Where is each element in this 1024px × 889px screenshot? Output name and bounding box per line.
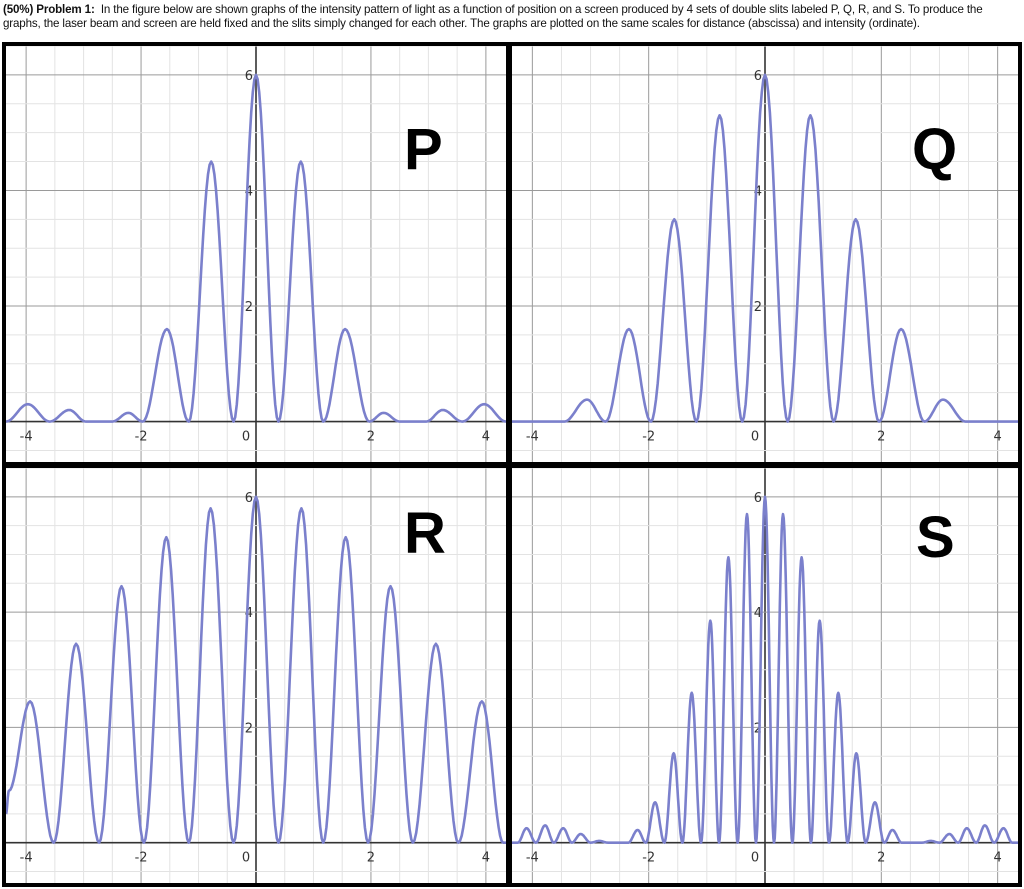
- x-tick-label: 2: [367, 851, 375, 866]
- intensity-plot-s: -4 -2 0 2 4 2 4 6: [512, 468, 1018, 883]
- graph-panel-q: -4 -2 0 2 4 2 4 6 Q: [508, 42, 1022, 466]
- problem-text: In the figure below are shown graphs of …: [3, 3, 983, 30]
- y-tick-label: 2: [245, 721, 253, 736]
- x-tick-label: 2: [367, 430, 375, 445]
- y-tick-label: 6: [245, 491, 253, 506]
- x-tick-label: -2: [642, 851, 655, 866]
- x-tick-label: 0: [751, 430, 759, 445]
- y-tick-label: 4: [754, 184, 762, 199]
- x-tick-label: 4: [482, 430, 490, 445]
- x-tick-label: -4: [20, 851, 33, 866]
- panel-label-p: P: [404, 117, 443, 182]
- x-tick-label: 0: [751, 851, 759, 866]
- y-tick-label: 6: [754, 69, 762, 84]
- y-tick-label: 6: [245, 69, 253, 84]
- intensity-plot-q: -4 -2 0 2 4 2 4 6: [512, 46, 1018, 462]
- y-tick-label: 4: [245, 606, 253, 621]
- x-tick-label: 4: [994, 851, 1002, 866]
- y-tick-label: 4: [245, 184, 253, 199]
- x-tick-label: -4: [526, 851, 539, 866]
- panel-label-r: R: [404, 501, 446, 566]
- graph-panel-r: -4 -2 0 2 4 2 4 6 R: [2, 464, 510, 887]
- x-tick-label: 2: [877, 851, 885, 866]
- graph-panel-s: -4 -2 0 2 4 2 4 6 S: [508, 464, 1022, 887]
- x-tick-label: 4: [994, 430, 1002, 445]
- x-tick-label: -4: [526, 430, 539, 445]
- x-tick-label: 0: [242, 430, 250, 445]
- x-tick-label: -2: [642, 430, 655, 445]
- x-tick-label: -4: [20, 430, 33, 445]
- intensity-plot-p: -4 -2 0 2 4 2 4 6: [6, 46, 506, 462]
- x-tick-label: -2: [135, 430, 148, 445]
- panel-label-s: S: [916, 505, 955, 570]
- x-tick-label: -2: [135, 851, 148, 866]
- intensity-plot-r: -4 -2 0 2 4 2 4 6: [6, 468, 506, 883]
- intensity-curve-r: [6, 495, 506, 844]
- intensity-curve-q: [512, 73, 1018, 423]
- x-tick-label: 4: [482, 851, 490, 866]
- x-tick-label: 2: [877, 430, 885, 445]
- y-tick-label: 2: [754, 721, 762, 736]
- y-tick-label: 2: [245, 300, 253, 315]
- y-tick-label: 2: [754, 300, 762, 315]
- graph-panel-p: -4 -2 0 2 4 2 4 6 P: [2, 42, 510, 466]
- y-tick-label: 4: [754, 606, 762, 621]
- problem-label: (50%) Problem 1:: [3, 3, 95, 16]
- intensity-curve-p: [6, 73, 506, 423]
- problem-statement: (50%) Problem 1: In the figure below are…: [3, 3, 1021, 31]
- x-tick-label: 0: [242, 851, 250, 866]
- intensity-curve-s: [512, 495, 1018, 844]
- panel-label-q: Q: [912, 117, 958, 182]
- y-tick-label: 6: [754, 491, 762, 506]
